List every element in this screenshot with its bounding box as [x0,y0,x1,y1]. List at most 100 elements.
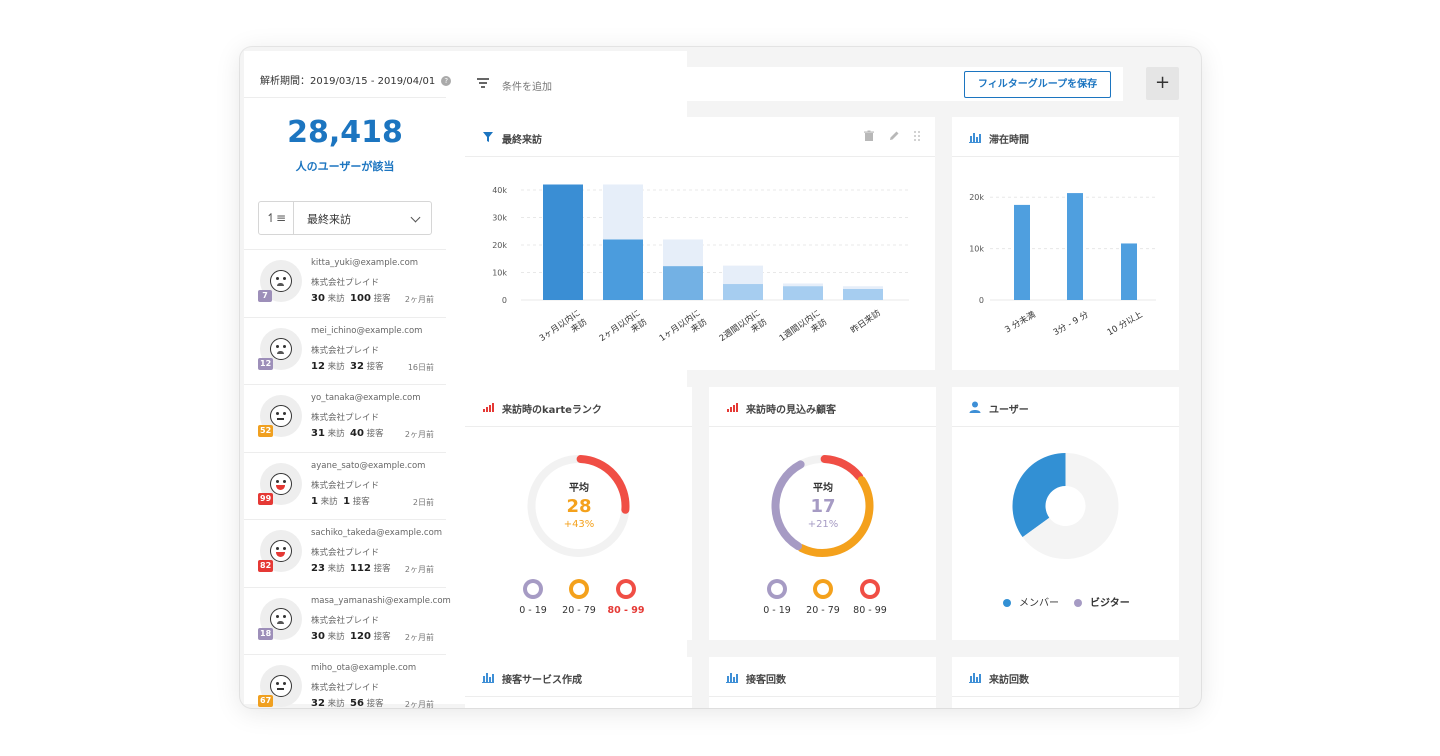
service-count: 112 [350,563,371,574]
card-title: 最終来訪 [502,135,542,146]
divider [244,97,446,98]
user-company: 株式会社プレイド [311,548,380,558]
visit-unit: 来訪 [327,631,345,642]
neutral-face-icon [270,405,292,427]
user-company: 株式会社プレイド [311,413,380,423]
service-unit: 接客 [366,361,384,372]
sort-icon[interactable]: ↿≡ [259,202,294,234]
save-filter-group-button[interactable]: フィルターグループを保存 [964,71,1111,98]
visit-unit: 来訪 [327,564,345,574]
user-email: ayane_sato@example.com [311,460,426,471]
user-email: kitta_yuki@example.com [311,258,419,268]
pie-slice [1022,453,1119,559]
user-list-item[interactable]: 82 sachiko_takeda@example.com 株式会社プレイド 23 来… [244,519,446,587]
card-service-count: 接客回数 [709,657,936,708]
x-tick-label: 10 分以上 [1106,310,1145,338]
bar-chart-icon [968,670,982,684]
card-header: 来訪回数 [952,657,1179,697]
average-label: 平均 [813,483,833,494]
filter-bar: 条件を追加 フィルターグループを保存 [465,67,1123,101]
legend-visitor-label: ビジター [1090,598,1130,609]
user-list-item[interactable]: 99 ayane_sato@example.com 株式会社プレイド 1 来訪 1 接… [244,451,446,520]
visit-unit: 来訪 [327,294,345,304]
sad-face-icon [270,270,292,292]
avatar [260,530,302,572]
card-header: 接客回数 [709,657,936,697]
edit-icon[interactable] [888,130,900,142]
card-prospects: 来訪時の見込み顧客 平均 17 +21% 0 - 19 20 - 79 80 -… [709,387,936,640]
bar-chart-icon [968,130,982,144]
average-value: 17 [810,496,836,517]
help-icon[interactable]: ? [441,76,452,86]
card-title: ユーザー [989,405,1029,416]
legend-range-low: 0 - 19 [763,605,791,616]
service-count: 100 [350,293,371,304]
drag-handle-icon[interactable] [913,130,921,143]
user-list-item[interactable]: 67 miho_ota@example.com 株式会社プレイド 32 来訪 56 接… [244,654,446,708]
sort-select[interactable]: ↿≡ 最終来訪 [258,201,432,235]
user-list-item[interactable]: 52 yo_tanaka@example.com 株式会社プレイド 31 来訪 40 … [244,384,446,452]
signal-icon [725,400,739,414]
legend-range-mid: 20 - 79 [562,605,596,616]
sad-face-icon [270,607,292,630]
user-list-item[interactable]: 12 mei_ichino@example.com 株式会社プレイド 12 来訪 32… [244,316,446,385]
last-visit-ago: 2ヶ月前 [404,632,434,642]
user-email: yo_tanaka@example.com [311,393,421,403]
card-users: ユーザー メンバー ビジター [952,387,1179,640]
visit-unit: 来訪 [327,361,345,372]
user-list-item[interactable]: 18 masa_yamanashi@example.com 株式会社プレイド 30 来… [244,586,451,655]
y-tick-label: 0 [979,296,984,305]
user-stats: 30 来訪 120 接客 [311,630,391,642]
card-title: 滞在時間 [989,135,1029,146]
rank-badge: 7 [258,290,272,302]
neutral-face-icon [813,579,833,599]
donut-center: 平均 28 +43% [539,479,619,530]
rank-badge: 67 [258,695,274,707]
rank-badge: 82 [258,560,274,572]
card-title: 接客サービス作成 [502,675,582,686]
user-count: 28,418 [287,115,403,150]
donut-segment [771,460,805,551]
rank-badge: 18 [258,627,274,640]
user-count-label: 人のユーザーが該当 [295,160,395,173]
last-visit-ago: 2ヶ月前 [404,700,434,708]
average-change: +21% [807,519,839,530]
trash-icon[interactable] [863,130,875,142]
visit-count: 1 [311,495,318,507]
user-list-item[interactable]: 7 kitta_yuki@example.com 株式会社プレイド 30 来訪 100… [244,249,446,317]
y-tick-label: 30k [492,214,507,223]
card-visit-count: 来訪回数 [952,657,1179,708]
funnel-icon [483,132,493,142]
y-tick-label: 10k [492,269,507,278]
bar-chart-icon [725,670,739,684]
bar-filtered [723,284,763,300]
add-condition-input[interactable]: 条件を追加 [502,82,552,93]
user-email: masa_yamanashi@example.com [311,595,451,606]
legend-member-label: メンバー [1019,598,1059,609]
add-button[interactable]: + [1146,67,1179,100]
service-count: 56 [350,698,364,708]
user-stats: 1 来訪 1 接客 [311,495,370,507]
visitor-dot [1074,599,1082,607]
service-unit: 接客 [366,429,384,439]
donut-center: 平均 17 +21% [783,479,863,530]
service-unit: 接客 [373,294,391,304]
y-tick-label: 20k [492,241,507,250]
last-visit-ago: 2ヶ月前 [404,430,434,439]
last-visit-ago: 2日前 [412,497,434,507]
user-email: mei_ichino@example.com [311,325,423,336]
y-tick-label: 0 [502,296,507,305]
card-header: 来訪時の見込み顧客 [709,387,936,427]
legend-visitor: ビジター [1074,594,1130,609]
x-tick-label-line: 昨日来訪 [849,307,884,336]
x-tick-label: 昨日来訪 [849,307,884,336]
card-header: 滞在時間 [952,117,1179,157]
chevron-down-icon [410,212,421,223]
user-stats: 23 来訪 112 接客 [311,562,391,574]
member-dot [1003,599,1011,607]
last-visit-ago: 2ヶ月前 [404,295,434,304]
avatar [260,665,302,707]
